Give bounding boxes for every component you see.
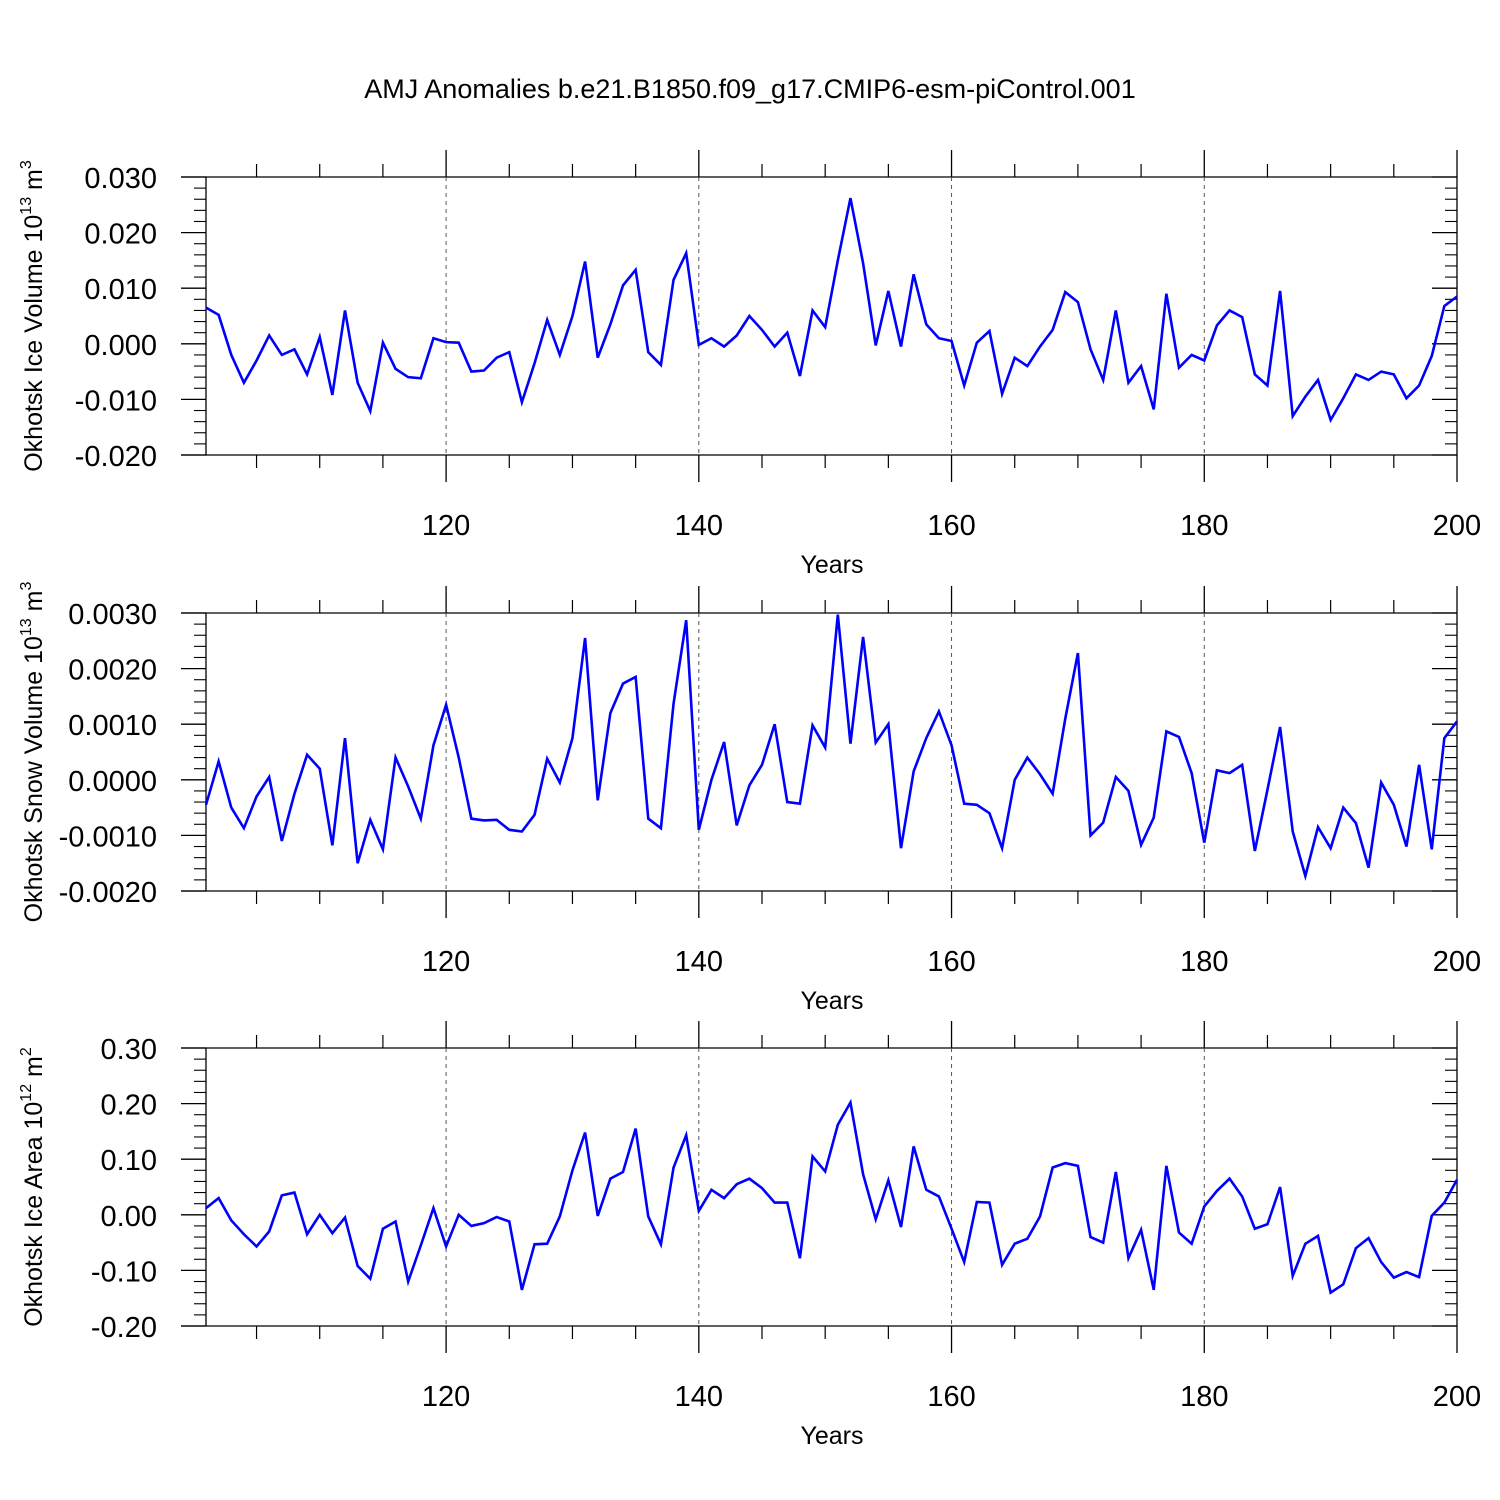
panel-ice-volume: 120 140 160 180 200 -0.020 -0.010 0.000 0.010 0.0…	[18, 150, 1481, 579]
x-tick-label: 120	[422, 510, 470, 542]
x-axis-label: Years	[800, 551, 863, 579]
y-tick-label: 0.0030	[68, 599, 157, 631]
x-tick-label: 160	[927, 946, 975, 978]
panel-ice-area: 120 140 160 180 200 -0.20 -0.10 0.00 0.10 0.20 0.3…	[18, 1021, 1481, 1450]
figure-title: AMJ Anomalies b.e21.B1850.f09_g17.CMIP6-…	[364, 74, 1136, 104]
y-tick-label: 0.30	[101, 1034, 157, 1066]
y-tick-label: 0.0010	[68, 710, 157, 742]
x-axis-label: Years	[800, 1422, 863, 1450]
y-tick-label: -0.20	[91, 1312, 157, 1344]
x-tick-label: 160	[927, 510, 975, 542]
x-tick-label: 200	[1433, 510, 1481, 542]
x-tick-label: 180	[1180, 946, 1228, 978]
y-tick-label: 0.020	[84, 219, 157, 251]
series-line-snow-volume	[204, 614, 1459, 881]
y-tick-label: 0.030	[84, 163, 157, 195]
y-tick-label: -0.0020	[59, 877, 157, 909]
y-axis-label: Okhotsk Ice Area 1012 m2	[18, 1047, 48, 1327]
x-tick-label: 140	[675, 510, 723, 542]
x-tick-label: 120	[422, 946, 470, 978]
y-tick-label: 0.0020	[68, 655, 157, 687]
y-tick-label: -0.010	[75, 385, 157, 417]
x-tick-label: 140	[675, 946, 723, 978]
y-tick-label: 0.0000	[68, 766, 157, 798]
y-tick-label: 0.10	[101, 1145, 157, 1177]
x-axis-label: Years	[800, 987, 863, 1015]
x-tick-label: 180	[1180, 510, 1228, 542]
series-line-ice-volume	[205, 197, 1458, 424]
panel-snow-volume: 120 140 160 180 200 -0.0020 -0.0010 0.0000 0.001…	[18, 582, 1481, 1015]
y-tick-label: 0.010	[84, 274, 157, 306]
y-tick-label: -0.020	[75, 441, 157, 473]
x-tick-label: 140	[675, 1381, 723, 1413]
y-tick-label: -0.10	[91, 1256, 157, 1288]
y-axis-label: Okhotsk Snow Volume 1013 m3	[18, 582, 48, 923]
y-tick-label: 0.00	[101, 1201, 157, 1233]
x-tick-label: 200	[1433, 1381, 1481, 1413]
x-tick-label: 160	[927, 1381, 975, 1413]
x-tick-label: 180	[1180, 1381, 1228, 1413]
y-tick-label: -0.0010	[59, 821, 157, 853]
x-tick-label: 200	[1433, 946, 1481, 978]
x-tick-label: 120	[422, 1381, 470, 1413]
y-tick-label: 0.20	[101, 1090, 157, 1122]
series-line-ice-area	[205, 1098, 1459, 1295]
y-axis-label: Okhotsk Ice Volume 1013 m3	[18, 160, 48, 472]
y-tick-label: 0.000	[84, 330, 157, 362]
